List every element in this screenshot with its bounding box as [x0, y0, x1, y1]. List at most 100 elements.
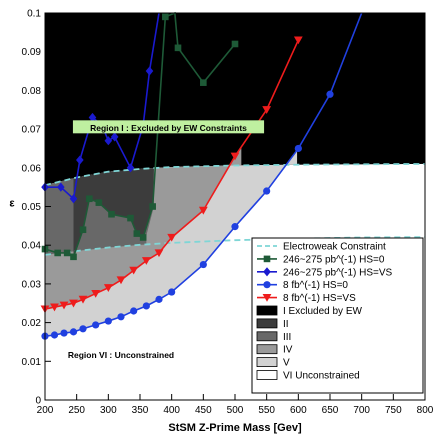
data-point-green-hs0: [127, 214, 134, 222]
data-point-blue-8fb-hs0: [263, 187, 271, 195]
x-tick-label: 500: [227, 405, 244, 416]
data-point-red-8fb-hsvs: [129, 266, 139, 275]
legend-entry: 8 fb^(-1) HS=VS: [257, 293, 356, 304]
legend-label: III: [283, 332, 291, 343]
data-point-red-8fb-hsvs: [69, 299, 78, 308]
data-point-green-hs0: [149, 203, 156, 210]
y-tick-label: 0.06: [22, 163, 42, 174]
annotation-label: Region I : Excluded by EW Constraints: [90, 123, 247, 133]
legend-box: [251, 237, 424, 394]
legend-swatch: [256, 344, 278, 355]
y-tick-label: 0.05: [22, 202, 42, 213]
data-point-blue-8fb-hs0: [50, 331, 59, 339]
data-point-red-8fb-hsvs: [91, 289, 101, 298]
data-point-green-hs0: [54, 249, 61, 257]
legend-label: I Excluded by EW: [283, 306, 362, 317]
legend-entry: 246~275 pb^(-1) HS=0: [257, 254, 385, 265]
series-line-red-8fb-hsvs: [44, 39, 300, 310]
data-point-red-8fb-hsvs: [230, 152, 240, 161]
data-point-blue-8fb-hs0: [142, 302, 150, 310]
x-tick-label: 800: [417, 405, 434, 416]
data-point-blue-8fb-hs0: [155, 295, 163, 303]
x-tick-label: 750: [385, 405, 402, 416]
legend-label: 8 fb^(-1) HS=VS: [283, 293, 356, 304]
legend-entry: II: [256, 318, 289, 330]
data-point-red-8fb-hsvs: [262, 106, 272, 114]
legend-entry: IV: [256, 344, 293, 356]
legend-label: 8 fb^(-1) HS=0: [283, 280, 348, 291]
data-point-blue-8fb-hs0: [69, 328, 78, 336]
y-tick-label: 0.1: [27, 9, 41, 20]
data-point-green-hs0: [108, 210, 115, 218]
data-point-blue-8fb-hs0: [326, 90, 334, 98]
legend-label: IV: [283, 345, 293, 356]
annotation-region-i: Region I : Excluded by EW Constraints: [72, 120, 265, 134]
data-point-blue-hsvs: [69, 194, 78, 204]
legend-entry: I Excluded by EW: [256, 305, 362, 317]
y-tick-label: 0: [35, 396, 41, 407]
x-tick-label: 600: [290, 405, 307, 416]
data-point-red-8fb-hsvs: [78, 295, 88, 304]
data-point-blue-hsvs: [57, 182, 65, 192]
data-point-green-hs0: [231, 40, 239, 48]
legend-label: V: [283, 358, 290, 369]
data-point-blue-8fb-hs0: [104, 317, 112, 325]
x-tick-label: 700: [353, 405, 370, 416]
data-point-blue-8fb-hs0: [92, 321, 100, 329]
annotation-box: [72, 120, 265, 134]
annotations: Region I : Excluded by EW Constraints Reg…: [68, 120, 265, 360]
data-point-green-hs0: [86, 195, 93, 203]
data-point-blue-8fb-hs0: [60, 329, 68, 337]
legend-marker: [263, 281, 271, 289]
legend-marker: [262, 294, 272, 302]
y-tick-label: 0.04: [22, 241, 42, 252]
x-tick-label: 400: [163, 405, 180, 416]
data-point-green-hs0: [70, 253, 77, 261]
data-point-green-hs0: [63, 249, 71, 257]
data-point-blue-hsvs: [88, 112, 97, 123]
ew-constraint-upper-line: [44, 163, 426, 187]
data-point-blue-hsvs: [76, 155, 84, 165]
data-point-red-8fb-hsvs: [198, 206, 208, 215]
legend-label: Electroweak Constraint: [283, 242, 386, 253]
data-point-green-hs0: [174, 44, 182, 52]
data-point-red-8fb-hsvs: [103, 284, 113, 292]
y-tick-label: 0.03: [22, 279, 42, 290]
data-point-blue-8fb-hs0: [117, 313, 125, 321]
legend-swatch: [256, 331, 278, 342]
legend-label: VI Unconstrained: [283, 371, 360, 382]
data-point-red-8fb-hsvs: [154, 249, 164, 258]
x-tick-label: 250: [68, 405, 85, 416]
data-point-green-hs0: [139, 234, 147, 241]
y-tick-label: 0.01: [22, 357, 42, 368]
data-point-blue-8fb-hs0: [168, 288, 176, 296]
legend-entry: 8 fb^(-1) HS=0: [257, 280, 348, 291]
legend-swatch: [256, 357, 278, 368]
legend-entry: III: [256, 331, 291, 343]
data-point-red-8fb-hsvs: [141, 257, 151, 265]
data-point-green-hs0: [200, 79, 207, 86]
y-axis-title: ε: [9, 198, 15, 210]
x-tick-label: 650: [322, 405, 339, 416]
legend-entry: V: [256, 357, 290, 369]
legend-swatch: [256, 305, 278, 316]
data-point-blue-8fb-hs0: [199, 260, 207, 269]
data-point-blue-8fb-hs0: [79, 325, 87, 333]
x-tick-label: 350: [132, 405, 149, 416]
data-point-blue-hsvs: [126, 163, 135, 173]
x-axis-title: StSM Z-Prime Mass [Gev]: [168, 422, 302, 434]
data-point-blue-8fb-hs0: [231, 223, 239, 231]
data-point-blue-hsvs: [104, 136, 113, 146]
data-point-red-8fb-hsvs: [50, 303, 59, 312]
data-point-red-8fb-hsvs: [167, 233, 177, 242]
axes: 200 250 300 350 400 450 500 550 600 650 700 750 800 0…: [9, 9, 433, 435]
data-point-green-hs0: [133, 230, 141, 237]
legend-entry: 246~275 pb^(-1) HS=VS: [257, 267, 393, 278]
data-point-blue-hsvs: [110, 132, 119, 142]
x-tick-label: 450: [195, 405, 212, 416]
y-tick-label: 0.08: [22, 86, 42, 97]
legend-entry: VI Unconstrained: [256, 370, 360, 382]
legend-label: 246~275 pb^(-1) HS=0: [283, 254, 385, 265]
x-tick-label: 200: [37, 405, 54, 416]
